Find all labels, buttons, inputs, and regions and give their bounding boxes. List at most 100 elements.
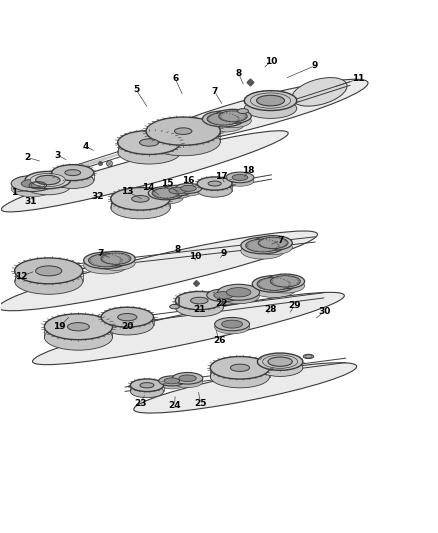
Text: 1: 1 <box>11 188 17 197</box>
Ellipse shape <box>146 117 220 146</box>
Ellipse shape <box>246 239 280 252</box>
Ellipse shape <box>152 188 179 198</box>
Text: 9: 9 <box>312 61 318 70</box>
Ellipse shape <box>131 379 163 392</box>
Ellipse shape <box>241 237 285 254</box>
Ellipse shape <box>244 99 297 118</box>
Ellipse shape <box>32 292 344 365</box>
Ellipse shape <box>97 252 135 266</box>
Ellipse shape <box>254 236 292 250</box>
Ellipse shape <box>52 173 94 189</box>
Ellipse shape <box>180 185 196 191</box>
Ellipse shape <box>21 180 43 188</box>
Text: 28: 28 <box>264 305 277 314</box>
Ellipse shape <box>35 175 60 185</box>
Text: 12: 12 <box>15 272 28 280</box>
Ellipse shape <box>148 187 183 200</box>
Ellipse shape <box>131 385 163 398</box>
Ellipse shape <box>292 78 347 106</box>
Ellipse shape <box>111 188 170 210</box>
Ellipse shape <box>65 169 81 175</box>
Ellipse shape <box>175 183 201 193</box>
Ellipse shape <box>226 172 254 183</box>
Ellipse shape <box>35 266 62 276</box>
Ellipse shape <box>258 353 303 370</box>
Ellipse shape <box>175 298 223 317</box>
Ellipse shape <box>132 196 149 202</box>
Ellipse shape <box>215 114 251 127</box>
Ellipse shape <box>134 362 357 413</box>
Ellipse shape <box>84 257 127 274</box>
Ellipse shape <box>210 365 270 388</box>
Ellipse shape <box>257 278 291 290</box>
Ellipse shape <box>148 191 183 204</box>
Ellipse shape <box>170 304 179 309</box>
Ellipse shape <box>101 253 131 264</box>
Ellipse shape <box>172 376 203 387</box>
Ellipse shape <box>191 297 208 304</box>
Ellipse shape <box>175 186 201 196</box>
Ellipse shape <box>208 181 221 186</box>
Ellipse shape <box>197 184 232 197</box>
Ellipse shape <box>226 175 254 186</box>
Text: 15: 15 <box>161 179 174 188</box>
Text: 16: 16 <box>182 175 194 184</box>
Text: 30: 30 <box>318 306 331 316</box>
Ellipse shape <box>174 128 192 134</box>
Ellipse shape <box>25 177 71 195</box>
Ellipse shape <box>214 292 233 299</box>
Ellipse shape <box>140 139 159 146</box>
Text: 6: 6 <box>172 74 178 83</box>
Ellipse shape <box>218 284 260 300</box>
Ellipse shape <box>215 318 250 331</box>
Ellipse shape <box>266 278 304 293</box>
Ellipse shape <box>266 274 304 289</box>
Text: 20: 20 <box>121 322 134 331</box>
Ellipse shape <box>14 258 83 284</box>
Ellipse shape <box>1 131 288 212</box>
Text: 24: 24 <box>168 401 181 410</box>
Text: 17: 17 <box>215 172 227 181</box>
Ellipse shape <box>254 240 292 255</box>
Text: 29: 29 <box>288 301 300 310</box>
Ellipse shape <box>11 181 53 197</box>
Ellipse shape <box>241 243 285 259</box>
Ellipse shape <box>148 79 368 144</box>
Text: 26: 26 <box>213 336 225 345</box>
Text: 25: 25 <box>194 399 207 408</box>
Ellipse shape <box>163 185 191 196</box>
Ellipse shape <box>215 320 250 334</box>
Ellipse shape <box>226 288 251 297</box>
Ellipse shape <box>140 383 154 388</box>
Ellipse shape <box>164 378 180 384</box>
Ellipse shape <box>202 111 244 127</box>
Ellipse shape <box>252 281 296 297</box>
Ellipse shape <box>207 292 240 305</box>
Ellipse shape <box>197 177 232 190</box>
Polygon shape <box>29 111 245 185</box>
Ellipse shape <box>207 289 240 302</box>
Text: 32: 32 <box>92 192 104 201</box>
Ellipse shape <box>215 109 251 123</box>
Text: 7: 7 <box>277 236 283 245</box>
Ellipse shape <box>11 175 53 191</box>
Ellipse shape <box>88 254 123 267</box>
Text: 8: 8 <box>175 245 181 254</box>
Ellipse shape <box>251 93 290 108</box>
Ellipse shape <box>258 359 303 376</box>
Ellipse shape <box>202 116 244 132</box>
Ellipse shape <box>0 231 318 311</box>
Ellipse shape <box>84 252 127 269</box>
Ellipse shape <box>118 131 180 155</box>
Ellipse shape <box>222 320 243 328</box>
Text: 21: 21 <box>194 305 206 314</box>
Ellipse shape <box>270 276 300 287</box>
Ellipse shape <box>218 288 260 304</box>
Ellipse shape <box>258 237 288 248</box>
Text: 11: 11 <box>353 74 365 83</box>
Text: 4: 4 <box>83 142 89 151</box>
Ellipse shape <box>14 269 83 294</box>
Ellipse shape <box>159 376 185 386</box>
Text: 18: 18 <box>243 166 255 175</box>
Ellipse shape <box>252 276 296 292</box>
